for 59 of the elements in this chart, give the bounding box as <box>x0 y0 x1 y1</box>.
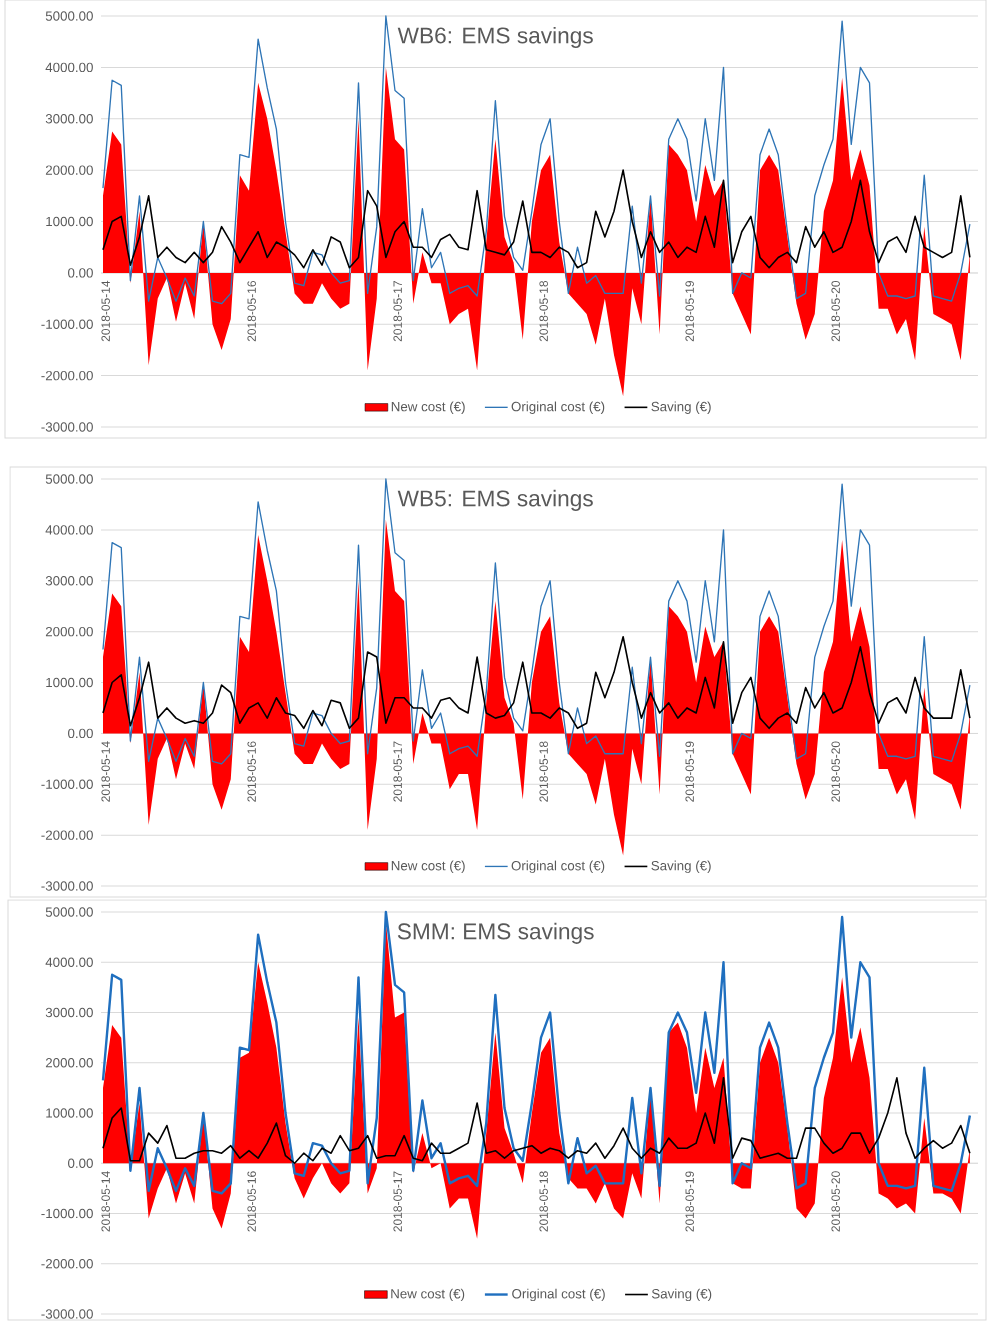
x-tick-label: 2018-05-18 <box>539 741 548 802</box>
y-tick-label: -1000.00 <box>41 779 93 789</box>
y-tick-label: -2000.00 <box>41 370 93 381</box>
y-tick-label: -3000.00 <box>41 422 93 432</box>
y-tick-label: 4000.00 <box>45 62 93 73</box>
x-tick-label: 2018-05-14 <box>101 280 110 342</box>
y-tick-label: 4000.00 <box>45 957 93 967</box>
chart-title: WB6: EMS savings <box>397 26 593 49</box>
y-tick-label: 1000.00 <box>46 677 93 688</box>
x-tick-label: 2018-05-16 <box>247 741 256 802</box>
legend-label: New cost (€) <box>391 860 465 874</box>
y-tick-label: 1000.00 <box>46 1108 93 1118</box>
y-tick-label: 4000.00 <box>45 525 93 535</box>
legend-label: New cost (€) <box>391 401 465 414</box>
y-tick-label: 3000.00 <box>45 576 93 586</box>
y-tick-label: -3000.00 <box>41 881 93 891</box>
y-tick-label: 0.00 <box>68 728 93 739</box>
x-tick-label: 2018-05-18 <box>539 1171 548 1232</box>
line-series <box>102 169 971 269</box>
x-tick-label: 2018-05-19 <box>685 741 694 802</box>
y-tick-label: -2000.00 <box>41 830 93 840</box>
y-tick-label: -1000.00 <box>41 319 93 329</box>
y-tick-label: 2000.00 <box>45 165 93 175</box>
x-tick-label: 2018-05-19 <box>685 281 694 342</box>
chart-title: SMM: EMS savings <box>397 922 594 944</box>
y-tick-label: 1000.00 <box>46 216 93 227</box>
x-tick-label: 2018-05-20 <box>831 280 840 342</box>
legend-label: Original cost (€) <box>511 860 605 874</box>
x-tick-label: 2018-05-14 <box>101 1171 110 1232</box>
x-tick-label: 2018-05-20 <box>831 1171 840 1232</box>
y-tick-label: 5000.00 <box>45 907 93 917</box>
x-tick-label: 2018-05-17 <box>393 281 402 342</box>
legend-label: Saving (€) <box>651 1288 712 1302</box>
y-tick-label: -1000.00 <box>41 1208 93 1219</box>
chart-title: WB5: EMS savings <box>397 489 593 511</box>
y-tick-label: -3000.00 <box>41 1309 93 1319</box>
legend-label: Saving (€) <box>651 860 711 874</box>
x-tick-label: 2018-05-17 <box>393 741 402 802</box>
y-tick-label: 5000.00 <box>45 474 93 484</box>
y-tick-label: 2000.00 <box>45 626 93 637</box>
x-tick-label: 2018-05-16 <box>247 1171 256 1232</box>
x-tick-label: 2018-05-18 <box>539 280 548 342</box>
legend-label: Original cost (€) <box>511 401 605 414</box>
y-tick-label: 2000.00 <box>45 1058 93 1068</box>
legend-label: Saving (€) <box>651 401 711 414</box>
x-tick-label: 2018-05-20 <box>831 741 840 802</box>
x-tick-label: 2018-05-17 <box>393 1171 402 1232</box>
y-tick-label: 3000.00 <box>45 114 93 124</box>
legend-label: New cost (€) <box>391 1288 465 1302</box>
y-tick-label: 5000.00 <box>45 11 93 21</box>
y-tick-label: 3000.00 <box>45 1007 93 1018</box>
y-tick-label: 0.00 <box>68 268 93 278</box>
x-tick-label: 2018-05-14 <box>101 741 110 802</box>
y-tick-label: 0.00 <box>68 1158 93 1168</box>
legend-label: Original cost (€) <box>512 1288 605 1302</box>
x-tick-label: 2018-05-16 <box>247 280 256 342</box>
x-tick-label: 2018-05-19 <box>685 1171 694 1232</box>
line-series <box>102 1077 971 1165</box>
y-tick-label: -2000.00 <box>41 1259 93 1269</box>
